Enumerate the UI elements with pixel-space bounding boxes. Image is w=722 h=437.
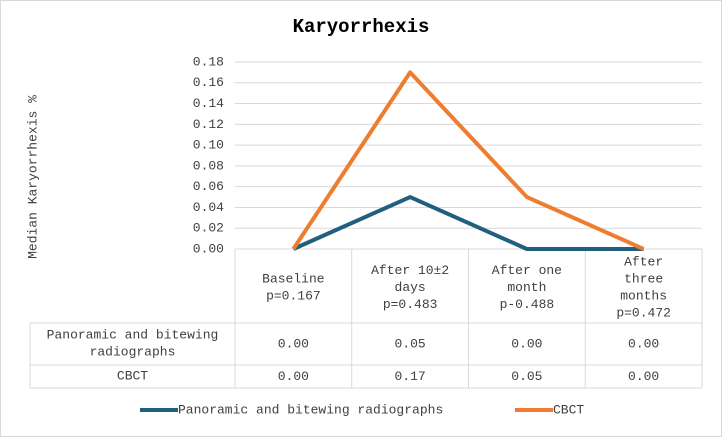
- x-tick-label: After three months p=0.472: [616, 255, 671, 321]
- y-tick-label: 0.00: [193, 241, 224, 256]
- table-value: 0.00: [511, 336, 542, 351]
- table-value: 0.05: [395, 336, 426, 351]
- row-header: CBCT: [117, 369, 148, 384]
- row-header: Panoramic and bitewing radiographs: [47, 328, 219, 360]
- y-tick-label: 0.06: [193, 179, 224, 194]
- y-tick-label: 0.02: [193, 221, 224, 236]
- y-axis-label: Median Karyorrhexis %: [25, 95, 40, 259]
- table-value: 0.17: [395, 369, 426, 384]
- y-tick-label: 0.18: [193, 54, 224, 69]
- chart-title: Karyorrhexis: [293, 16, 430, 38]
- x-tick-label: After one month p-0.488: [492, 263, 562, 312]
- table-value: 0.05: [511, 369, 542, 384]
- legend-label: CBCT: [553, 402, 584, 417]
- line-series: [291, 70, 645, 251]
- table-value: 0.00: [628, 336, 659, 351]
- y-tick-label: 0.16: [193, 75, 224, 90]
- y-tick-label: 0.04: [193, 200, 224, 215]
- table-value: 0.00: [278, 336, 309, 351]
- x-tick-label: Baseline p=0.167: [262, 272, 324, 304]
- line-series: [292, 195, 644, 251]
- table-value: 0.00: [628, 369, 659, 384]
- x-tick-label: After 10±2 days p=0.483: [371, 263, 449, 312]
- y-tick-label: 0.10: [193, 138, 224, 153]
- y-tick-label: 0.08: [193, 158, 224, 173]
- y-tick-label: 0.12: [193, 117, 224, 132]
- table-value: 0.00: [278, 369, 309, 384]
- legend-label: Panoramic and bitewing radiographs: [178, 402, 443, 417]
- y-tick-label: 0.14: [193, 96, 224, 111]
